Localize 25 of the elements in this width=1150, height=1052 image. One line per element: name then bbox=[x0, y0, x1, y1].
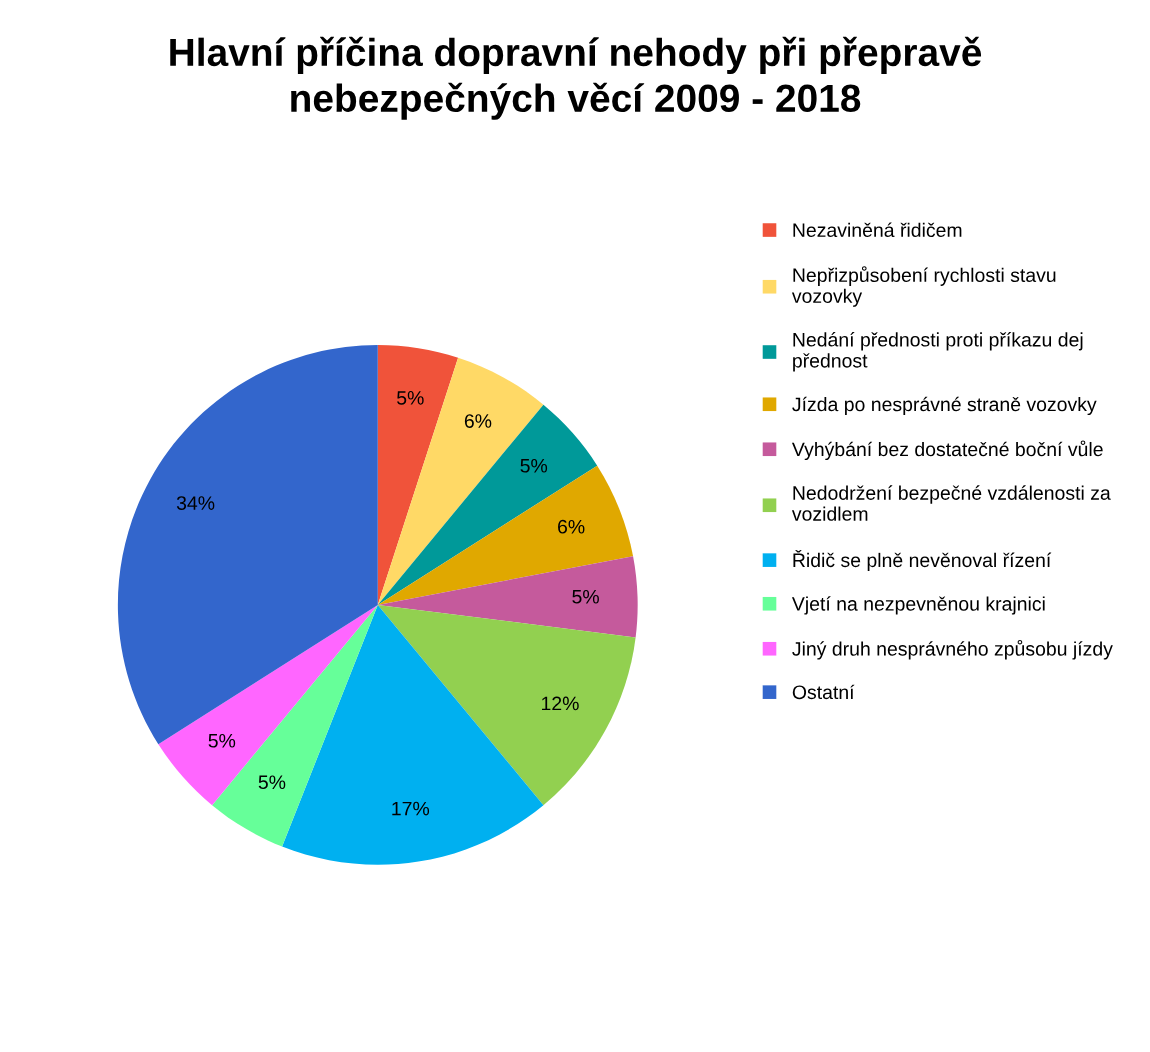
data-label: 5% bbox=[572, 589, 599, 604]
data-label: 17% bbox=[392, 801, 430, 816]
pie-slice bbox=[377, 556, 638, 638]
data-label: 12% bbox=[542, 696, 579, 711]
legend-label: Řidič se plně nevěnoval řízení bbox=[793, 549, 1052, 571]
legend-label: Vyhýbání bez dostatečné boční vůle bbox=[791, 440, 1103, 461]
legend-label: Jízda po nesprávné straně vozovky bbox=[792, 396, 1097, 416]
data-label: 6% bbox=[558, 519, 585, 534]
data-label: 5% bbox=[208, 733, 236, 748]
legend-label: Nezaviněná řidičem bbox=[793, 222, 962, 238]
data-label: 6% bbox=[464, 414, 492, 428]
data-label: 5% bbox=[520, 458, 548, 473]
data-label: 34% bbox=[176, 496, 215, 510]
legend-label: Ostatní bbox=[792, 684, 855, 700]
pie-slice bbox=[377, 345, 459, 605]
data-label: 5% bbox=[397, 391, 424, 405]
data-label: 5% bbox=[258, 775, 286, 790]
legend-label: Jiný druh nesprávného způsobu jízdy bbox=[792, 639, 1113, 660]
legend-label: Nedání přednosti proti příkazu dej přednost bbox=[793, 332, 1083, 372]
pie-slice bbox=[377, 404, 598, 605]
chart-title: Hlavní příčina dopravní nehody při přepravě nebezpečných věcí 2009 - 2018 bbox=[170, 36, 982, 120]
legend-label: Vjetí na nezpevněnou krajnici bbox=[791, 596, 1045, 615]
legend-label: Nepřizpůsobení rychlosti stavu vozovky bbox=[791, 266, 1056, 307]
legend-label: Nedodržení bezpečné vzdálenosti za vozidlem bbox=[791, 485, 1111, 521]
pie-slice bbox=[158, 604, 378, 806]
